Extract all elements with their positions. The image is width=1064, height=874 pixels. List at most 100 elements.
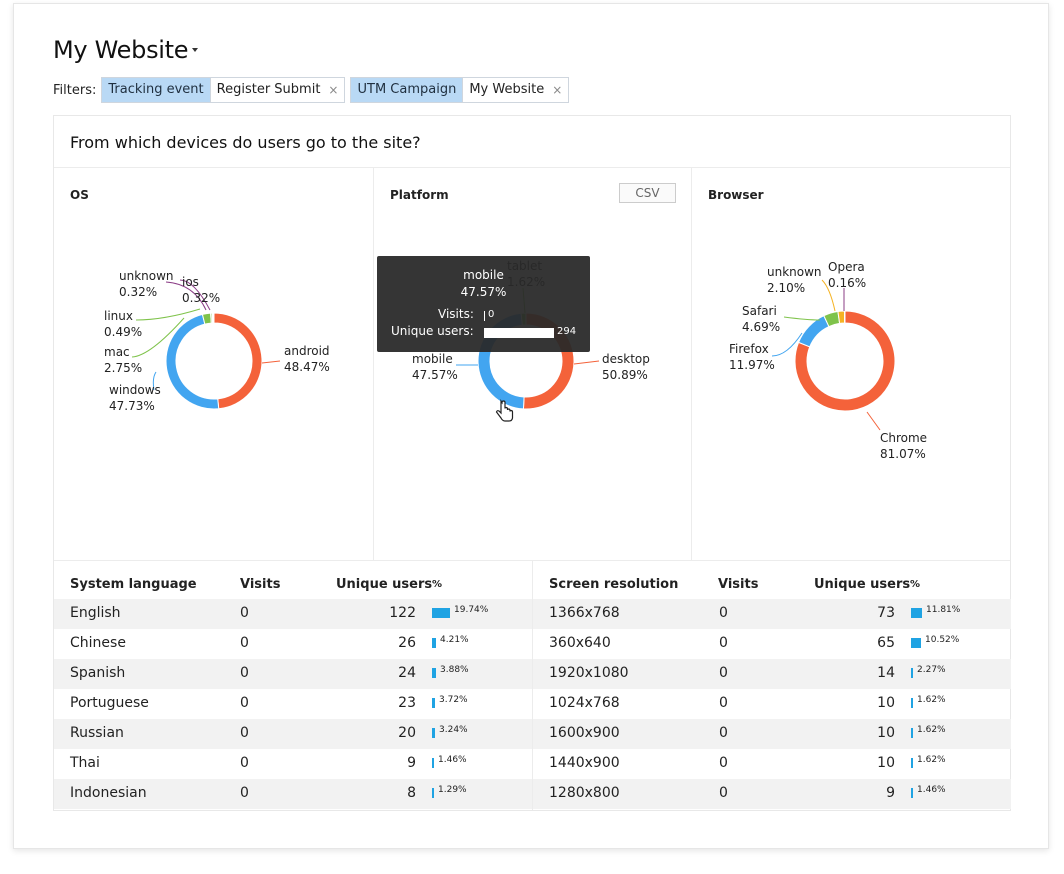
column-header[interactable]: Visits <box>718 577 759 592</box>
table-row[interactable]: Chinese 0 26 4.21% <box>54 629 532 659</box>
donut-slice-firefox[interactable] <box>797 315 830 348</box>
row-visits: 0 <box>240 665 249 681</box>
column-header[interactable]: Unique users <box>336 577 433 592</box>
language-table: System language Visits Unique users % En… <box>54 571 532 809</box>
row-visits: 0 <box>240 755 249 771</box>
os-donut-chart: android 48.47% windows 47.73% mac 2.75% linux 0… <box>104 269 330 413</box>
column-header[interactable]: Unique users <box>814 577 911 592</box>
row-visits: 0 <box>719 785 728 801</box>
slice-value-label: 2.10% <box>767 281 805 295</box>
label-connector <box>771 332 803 357</box>
filter-chip-utm-campaign[interactable]: UTM Campaign My Website × <box>350 77 570 103</box>
donut-slice-unknown[interactable] <box>837 310 846 324</box>
table-row[interactable]: English 0 122 19.74% <box>54 599 532 629</box>
row-unique-users: 24 <box>398 665 416 681</box>
table-row[interactable]: 1440x900 0 10 1.62% <box>533 749 1011 779</box>
column-header[interactable]: System language <box>70 577 197 592</box>
csv-export-button[interactable]: CSV <box>619 183 676 203</box>
divider <box>691 168 692 560</box>
column-header[interactable]: % <box>910 579 921 590</box>
table-row[interactable]: 1280x800 0 9 1.46% <box>533 779 1011 809</box>
row-label: 1920x1080 <box>549 665 629 681</box>
percent-bar <box>911 728 913 738</box>
table-row[interactable]: 1920x1080 0 14 2.27% <box>533 659 1011 689</box>
divider <box>54 167 1010 168</box>
table-row[interactable]: Portuguese 0 23 3.72% <box>54 689 532 719</box>
site-dropdown-caret-icon[interactable] <box>192 48 198 52</box>
percent-bar <box>432 728 435 738</box>
slice-label: mac <box>104 345 130 359</box>
table-row[interactable]: 1024x768 0 10 1.62% <box>533 689 1011 719</box>
tooltip-visits-label: Visits: <box>438 307 474 321</box>
donut-slice-opera[interactable] <box>843 310 846 324</box>
filter-chip-tracking-event[interactable]: Tracking event Register Submit × <box>101 77 346 103</box>
label-connector <box>783 316 821 321</box>
donut-slice-chrome[interactable] <box>794 310 896 412</box>
label-connector <box>866 411 881 431</box>
row-visits: 0 <box>240 605 249 621</box>
row-label: English <box>70 605 121 621</box>
table-row[interactable]: 1366x768 0 73 11.81% <box>533 599 1011 629</box>
divider <box>532 560 533 810</box>
row-label: 1440x900 <box>549 755 620 771</box>
slice-value-label: 81.07% <box>880 447 926 461</box>
column-header[interactable]: Visits <box>240 577 281 592</box>
row-percent: 3.72% <box>439 695 468 705</box>
filters-bar: Filters: Tracking event Register Submit … <box>53 77 574 103</box>
row-label: Portuguese <box>70 695 149 711</box>
row-label: 1024x768 <box>549 695 620 711</box>
row-unique-users: 14 <box>877 665 895 681</box>
slice-label: Chrome <box>880 431 927 445</box>
tooltip-users-value: 294 <box>557 326 577 337</box>
row-unique-users: 65 <box>877 635 895 651</box>
donut-slice-ios[interactable] <box>212 312 215 324</box>
row-percent: 3.88% <box>440 665 469 675</box>
row-unique-users: 23 <box>398 695 416 711</box>
column-header[interactable]: Screen resolution <box>549 577 679 592</box>
slice-label: linux <box>104 309 133 323</box>
slice-label: Opera <box>828 260 865 274</box>
row-unique-users: 26 <box>398 635 416 651</box>
donut-slice-android[interactable] <box>213 312 263 410</box>
row-unique-users: 73 <box>877 605 895 621</box>
slice-value-label: 4.69% <box>742 320 780 334</box>
percent-bar <box>911 698 913 708</box>
label-connector <box>261 360 281 364</box>
table-row[interactable]: Indonesian 0 8 1.29% <box>54 779 532 809</box>
row-unique-users: 10 <box>877 695 895 711</box>
table-row[interactable]: Spanish 0 24 3.88% <box>54 659 532 689</box>
tooltip-users-label: Unique users: <box>391 324 474 338</box>
table-header: System language Visits Unique users % <box>54 571 532 599</box>
table-row[interactable]: Thai 0 9 1.46% <box>54 749 532 779</box>
row-percent: 1.62% <box>917 725 946 735</box>
filters-label: Filters: <box>53 82 97 98</box>
table-row[interactable]: 1600x900 0 10 1.62% <box>533 719 1011 749</box>
table-row[interactable]: Russian 0 20 3.24% <box>54 719 532 749</box>
slice-label: mobile <box>412 352 453 366</box>
resolution-table: Screen resolution Visits Unique users % … <box>533 571 1011 809</box>
slice-value-label: 0.32% <box>119 285 157 299</box>
row-visits: 0 <box>719 605 728 621</box>
browser-donut-chart: Chrome 81.07% Firefox 11.97% Safari 4.69% unkn… <box>729 260 927 461</box>
os-chart-title: OS <box>70 188 89 202</box>
slice-value-label: 48.47% <box>284 360 330 374</box>
slice-label: windows <box>109 383 161 397</box>
label-connector <box>135 308 201 321</box>
hand-cursor-icon <box>495 399 514 422</box>
row-unique-users: 8 <box>407 785 416 801</box>
table-row[interactable]: 360x640 0 65 10.52% <box>533 629 1011 659</box>
label-connector <box>152 371 157 391</box>
remove-filter-icon[interactable]: × <box>552 83 563 97</box>
column-header[interactable]: % <box>432 579 443 590</box>
site-title[interactable]: My Website <box>53 36 189 64</box>
percent-bar <box>911 668 913 678</box>
remove-filter-icon[interactable]: × <box>328 83 339 97</box>
row-visits: 0 <box>719 755 728 771</box>
tooltip-percent: 47.57% <box>460 285 507 299</box>
row-label: Thai <box>70 755 100 771</box>
slice-value-label: 11.97% <box>729 358 775 372</box>
row-unique-users: 9 <box>886 785 895 801</box>
label-connector <box>573 360 600 365</box>
row-percent: 19.74% <box>454 605 489 615</box>
filter-chip-value-text: Register Submit <box>216 82 321 97</box>
